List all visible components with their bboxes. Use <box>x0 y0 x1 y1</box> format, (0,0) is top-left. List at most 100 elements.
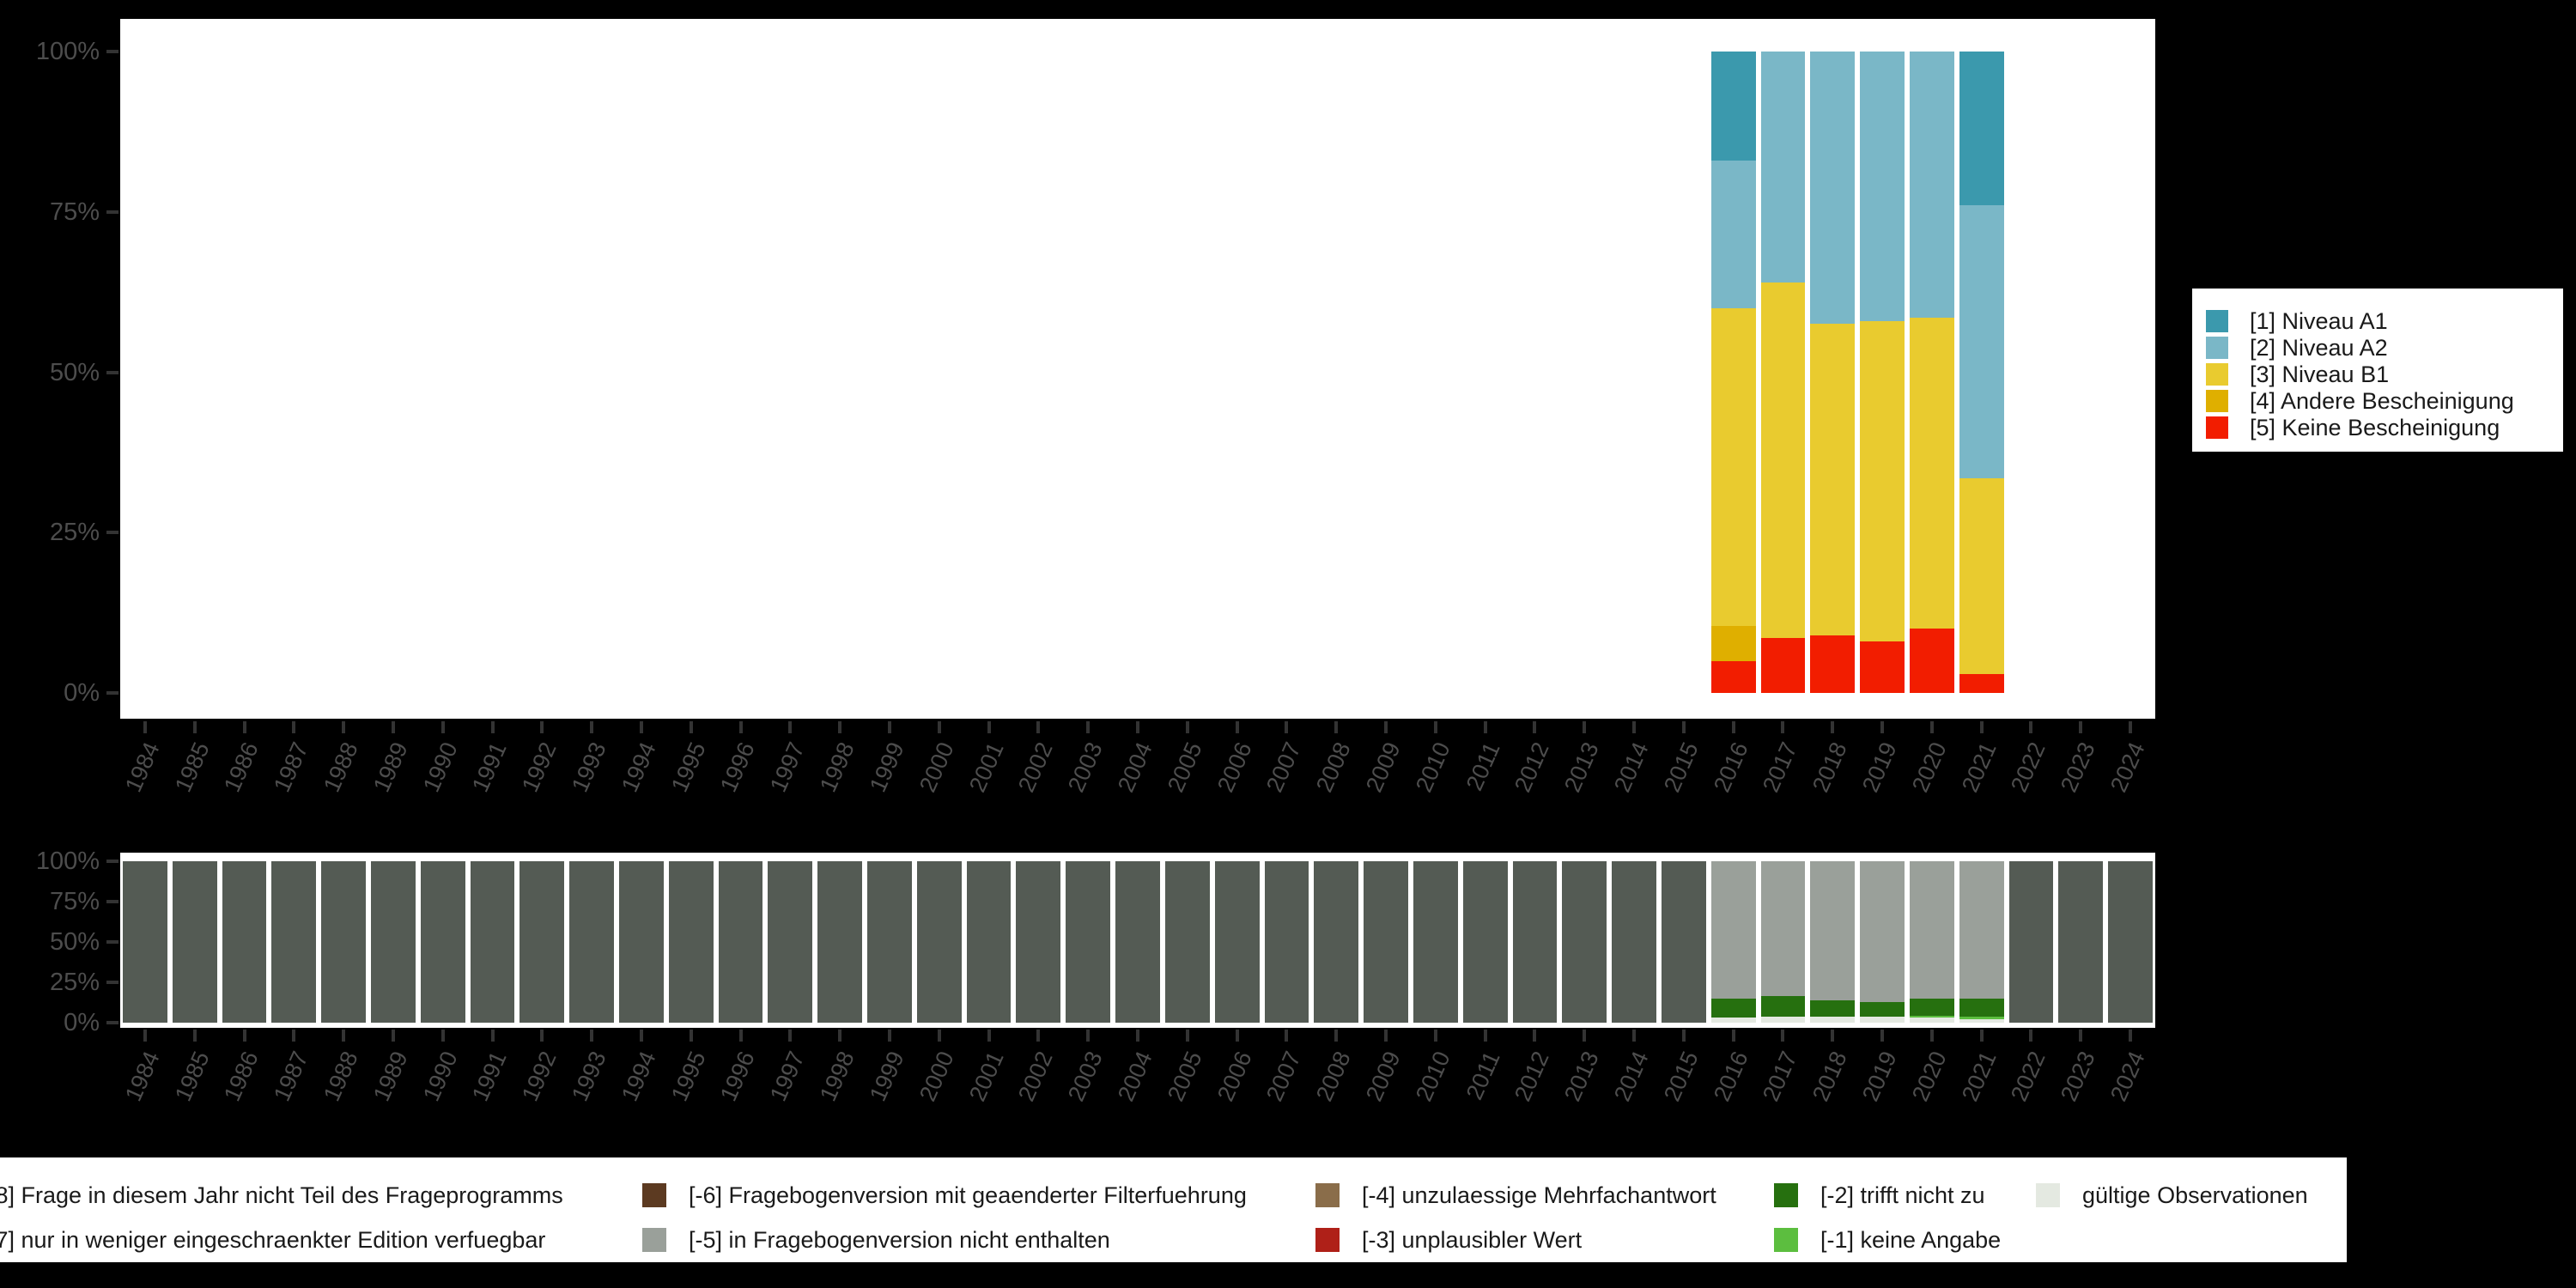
x-tick-label-2004: 2004 <box>1112 738 1157 796</box>
legend-swatch-3-niveau-b1 <box>2206 363 2228 386</box>
x-tick-mark <box>1483 1030 1487 1042</box>
bar-2019 <box>1860 52 1905 693</box>
x-tick-label-1996: 1996 <box>715 738 761 796</box>
bar-2020 <box>1909 52 1954 693</box>
bar-1999 <box>867 861 912 1023</box>
legend-swatch-1-niveau-a1 <box>2206 310 2228 332</box>
legend-label: [-2] trifft nicht zu <box>1820 1182 1985 1208</box>
legend-label: [-1] keine Angabe <box>1820 1227 2002 1253</box>
segment-5-in-fragebogenversion-nicht-enthalten <box>1760 861 1806 996</box>
bar-2022 <box>2008 861 2054 1023</box>
segment-g-ltige-observationen <box>1959 1019 2004 1023</box>
y-tick-mark <box>106 1021 118 1024</box>
x-tick-label-1985: 1985 <box>169 738 215 796</box>
legend-label: [3] Niveau B1 <box>2250 361 2390 387</box>
x-tick-label-2015: 2015 <box>1658 1047 1704 1105</box>
segment-2-trifft-nicht-zu <box>1909 998 1954 1017</box>
x-tick-mark <box>1681 721 1686 733</box>
x-tick-label-2018: 2018 <box>1807 738 1852 796</box>
bar-2023 <box>2058 861 2104 1023</box>
x-tick-mark <box>540 1030 544 1042</box>
x-tick-mark <box>2129 1030 2133 1042</box>
x-tick-mark <box>1334 721 1339 733</box>
x-tick-label-1995: 1995 <box>665 1047 711 1105</box>
bar-1998 <box>817 861 863 1023</box>
x-tick-mark <box>1384 721 1388 733</box>
x-tick-label-2012: 2012 <box>1510 738 1555 796</box>
x-tick-label-1994: 1994 <box>616 1047 661 1105</box>
legend-item-8-frage-in-diesem-jahr-nicht-teil-des-frageprogramms: [-8] Frage in diesem Jahr nicht Teil des… <box>0 1183 563 1207</box>
x-tick-mark <box>1831 721 1835 733</box>
x-tick-label-2024: 2024 <box>2105 1047 2150 1105</box>
legend-label: [-5] in Fragebogenversion nicht enthalte… <box>689 1227 1110 1253</box>
y-tick-mark <box>106 981 118 984</box>
segment-5-in-fragebogenversion-nicht-enthalten <box>1959 861 2004 999</box>
y-tick-label: 75% <box>49 197 100 226</box>
bar-2014 <box>1612 861 1656 1023</box>
x-tick-mark <box>342 721 346 733</box>
x-tick-mark <box>639 721 643 733</box>
x-tick-mark <box>838 721 842 733</box>
legend-item-7-nur-in-weniger-eingeschraenkter-edition-verfuegbar: [-7] nur in weniger eingeschraenkter Edi… <box>0 1228 545 1252</box>
x-tick-label-1992: 1992 <box>517 738 562 796</box>
segment-5-in-fragebogenversion-nicht-enthalten <box>1909 861 1954 999</box>
x-tick-label-2000: 2000 <box>914 738 959 796</box>
x-tick-label-2016: 2016 <box>1708 1047 1753 1105</box>
x-tick-mark <box>391 1030 395 1042</box>
x-tick-label-2006: 2006 <box>1212 1047 1257 1105</box>
x-tick-label-1988: 1988 <box>318 1047 363 1105</box>
bar-2007 <box>1264 861 1309 1023</box>
y-tick-label: 50% <box>49 358 100 386</box>
segment-2-trifft-nicht-zu <box>1860 1001 1905 1018</box>
x-tick-mark <box>1483 721 1487 733</box>
x-tick-mark <box>1086 1030 1091 1042</box>
missing-values-legend: [-8] Frage in diesem Jahr nicht Teil des… <box>0 1157 2347 1262</box>
x-tick-mark <box>490 721 495 733</box>
bar-2000 <box>916 861 962 1023</box>
x-tick-mark <box>342 1030 346 1042</box>
segment-8-frage-in-diesem-jahr-nicht-teil-des-frageprogramms <box>668 861 714 1023</box>
x-tick-mark <box>1285 721 1289 733</box>
legend-item-4-unzulaessige-mehrfachantwort: [-4] unzulaessige Mehrfachantwort <box>1315 1183 1716 1207</box>
segment-8-frage-in-diesem-jahr-nicht-teil-des-frageprogramms <box>1066 861 1111 1023</box>
x-tick-label-2005: 2005 <box>1162 738 1207 796</box>
legend-item-3-niveau-b1: [3] Niveau B1 <box>2206 363 2389 386</box>
x-tick-label-2021: 2021 <box>1956 738 2002 796</box>
bar-2003 <box>1066 861 1111 1023</box>
x-tick-label-2020: 2020 <box>1906 738 1952 796</box>
segment-8-frage-in-diesem-jahr-nicht-teil-des-frageprogramms <box>1562 861 1607 1023</box>
x-tick-label-2007: 2007 <box>1261 738 1307 796</box>
segment-8-frage-in-diesem-jahr-nicht-teil-des-frageprogramms <box>222 861 267 1023</box>
x-tick-mark <box>1781 721 1785 733</box>
legend-item-1-keine-angabe: [-1] keine Angabe <box>1774 1228 2001 1252</box>
segment-8-frage-in-diesem-jahr-nicht-teil-des-frageprogramms <box>569 861 615 1023</box>
x-tick-mark <box>987 1030 991 1042</box>
segment-5-in-fragebogenversion-nicht-enthalten <box>1860 861 1905 1002</box>
legend-item-g-ltige-observationen: gültige Observationen <box>2036 1183 2308 1207</box>
segment-3-niveau-b1 <box>1760 282 1806 639</box>
bar-2005 <box>1164 861 1210 1023</box>
x-tick-mark <box>1235 1030 1239 1042</box>
bar-2002 <box>1016 861 1061 1023</box>
x-tick-label-2016: 2016 <box>1708 738 1753 796</box>
segment-8-frage-in-diesem-jahr-nicht-teil-des-frageprogramms <box>1364 861 1408 1023</box>
x-tick-label-2019: 2019 <box>1856 738 1902 796</box>
x-tick-mark <box>1632 1030 1637 1042</box>
x-tick-mark <box>1929 721 1934 733</box>
bar-2021 <box>1959 861 2004 1023</box>
x-tick-label-2023: 2023 <box>2056 738 2100 796</box>
x-tick-mark <box>1235 721 1239 733</box>
segment-2-trifft-nicht-zu <box>1710 998 1756 1018</box>
legend-label: [4] Andere Bescheinigung <box>2250 388 2514 414</box>
segment-8-frage-in-diesem-jahr-nicht-teil-des-frageprogramms <box>1016 861 1061 1023</box>
bar-2009 <box>1364 861 1408 1023</box>
segment-8-frage-in-diesem-jahr-nicht-teil-des-frageprogramms <box>1462 861 1508 1023</box>
x-tick-label-2011: 2011 <box>1461 738 1505 795</box>
bar-1989 <box>371 861 416 1023</box>
top-chart-legend: [1] Niveau A1 [2] Niveau A2 [3] Niveau B1[… <box>2192 289 2563 452</box>
segment-8-frage-in-diesem-jahr-nicht-teil-des-frageprogramms <box>768 861 813 1023</box>
x-tick-mark <box>788 1030 793 1042</box>
legend-label: [-4] unzulaessige Mehrfachantwort <box>1362 1182 1716 1208</box>
bar-2004 <box>1115 861 1160 1023</box>
segment-g-ltige-observationen <box>1909 1018 1954 1023</box>
